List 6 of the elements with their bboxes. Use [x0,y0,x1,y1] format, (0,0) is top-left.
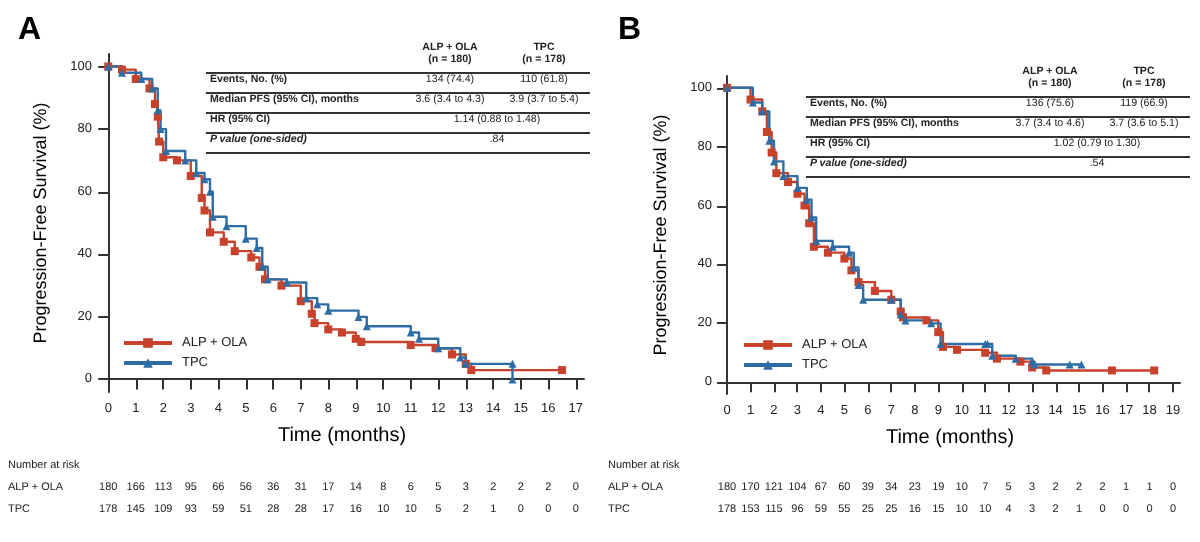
y-axis-title: Progression-Free Survival (%) [29,102,50,344]
x-axis-title: Time (months) [885,427,1015,449]
chart-title: B [618,13,642,47]
x-axis-title: Time (months) [277,425,407,447]
y-axis-title: Progression-Free Survival (%) [649,114,670,356]
chart-title: A [18,13,42,47]
